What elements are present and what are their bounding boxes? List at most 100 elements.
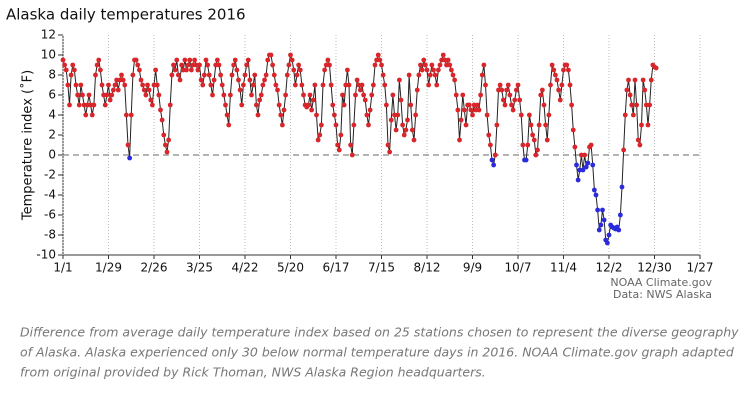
data-point bbox=[192, 57, 198, 63]
data-point bbox=[583, 164, 589, 170]
data-point bbox=[239, 102, 245, 108]
data-point bbox=[598, 222, 604, 228]
data-point bbox=[405, 117, 410, 123]
data-point bbox=[206, 72, 212, 78]
data-point bbox=[171, 62, 176, 68]
x-tick-label: 1/1 bbox=[53, 261, 72, 275]
data-point bbox=[377, 57, 383, 63]
data-point bbox=[645, 122, 651, 128]
data-point bbox=[549, 62, 555, 68]
data-point bbox=[463, 122, 469, 128]
data-point bbox=[288, 52, 293, 58]
data-point bbox=[627, 92, 633, 98]
data-point bbox=[526, 112, 532, 118]
data-point bbox=[331, 112, 337, 118]
data-point bbox=[416, 72, 422, 78]
data-point bbox=[315, 137, 321, 143]
data-point bbox=[351, 122, 357, 128]
x-tick-label: 11/4 bbox=[550, 261, 577, 275]
data-point bbox=[479, 72, 485, 78]
data-point bbox=[552, 72, 558, 78]
caption-line: of Alaska. Alaska experienced only 30 be… bbox=[20, 345, 734, 360]
data-point bbox=[616, 227, 622, 233]
data-point bbox=[258, 92, 264, 98]
data-point bbox=[580, 167, 586, 173]
x-tick-label: 4/22 bbox=[232, 261, 259, 275]
data-point bbox=[468, 107, 474, 113]
data-point bbox=[236, 77, 241, 83]
data-point bbox=[481, 62, 487, 68]
data-point bbox=[201, 72, 207, 78]
data-point bbox=[574, 162, 579, 168]
data-point bbox=[195, 67, 201, 73]
data-point bbox=[203, 57, 209, 63]
data-point bbox=[205, 62, 211, 68]
data-point bbox=[99, 82, 105, 88]
data-point bbox=[156, 92, 162, 98]
data-point bbox=[383, 102, 389, 108]
data-point bbox=[257, 97, 263, 103]
data-point bbox=[208, 82, 214, 88]
data-point bbox=[429, 62, 435, 68]
data-point bbox=[96, 57, 102, 63]
data-point bbox=[179, 62, 185, 68]
data-point bbox=[548, 82, 553, 88]
data-point bbox=[299, 82, 305, 88]
data-point bbox=[629, 102, 635, 108]
data-point bbox=[128, 112, 134, 118]
data-point bbox=[457, 137, 462, 143]
data-point bbox=[317, 132, 323, 138]
data-point bbox=[525, 142, 531, 148]
data-point bbox=[492, 152, 498, 158]
data-point bbox=[330, 102, 336, 108]
data-point bbox=[148, 97, 154, 103]
data-point bbox=[486, 132, 492, 138]
data-point bbox=[336, 147, 342, 153]
data-point bbox=[70, 62, 76, 68]
data-point bbox=[65, 82, 71, 88]
data-point bbox=[283, 92, 289, 98]
x-tick-label: 9/9 bbox=[463, 261, 482, 275]
data-point bbox=[559, 82, 565, 88]
data-point bbox=[408, 102, 414, 108]
data-point bbox=[125, 142, 131, 148]
data-point bbox=[344, 67, 350, 73]
data-point bbox=[421, 57, 427, 63]
data-point bbox=[234, 67, 240, 73]
data-point bbox=[93, 72, 98, 78]
data-point bbox=[502, 102, 508, 108]
data-point bbox=[640, 77, 646, 83]
data-point bbox=[470, 112, 475, 118]
data-point bbox=[411, 137, 417, 143]
data-point bbox=[162, 142, 168, 148]
data-point bbox=[536, 122, 542, 128]
data-point bbox=[255, 112, 261, 118]
data-point bbox=[478, 92, 484, 98]
x-tick-label: 3/25 bbox=[186, 261, 213, 275]
data-point bbox=[424, 67, 430, 73]
data-point bbox=[382, 82, 388, 88]
data-point bbox=[182, 57, 188, 63]
data-point bbox=[161, 132, 167, 138]
y-tick-label: -6 bbox=[44, 208, 56, 222]
data-point bbox=[447, 62, 453, 68]
data-point bbox=[520, 142, 526, 148]
data-point bbox=[595, 207, 601, 213]
data-point bbox=[263, 72, 269, 78]
data-point bbox=[554, 77, 560, 83]
data-point bbox=[71, 67, 77, 73]
data-point bbox=[159, 117, 165, 123]
data-point bbox=[97, 67, 103, 73]
data-point bbox=[596, 227, 602, 233]
data-point bbox=[543, 122, 549, 128]
data-point bbox=[567, 82, 573, 88]
data-point bbox=[62, 62, 68, 68]
data-point bbox=[214, 57, 220, 63]
data-point bbox=[348, 142, 354, 148]
data-point bbox=[164, 149, 170, 155]
data-point bbox=[515, 82, 521, 88]
data-point bbox=[341, 102, 347, 108]
data-point bbox=[617, 212, 623, 218]
data-point bbox=[188, 67, 194, 73]
